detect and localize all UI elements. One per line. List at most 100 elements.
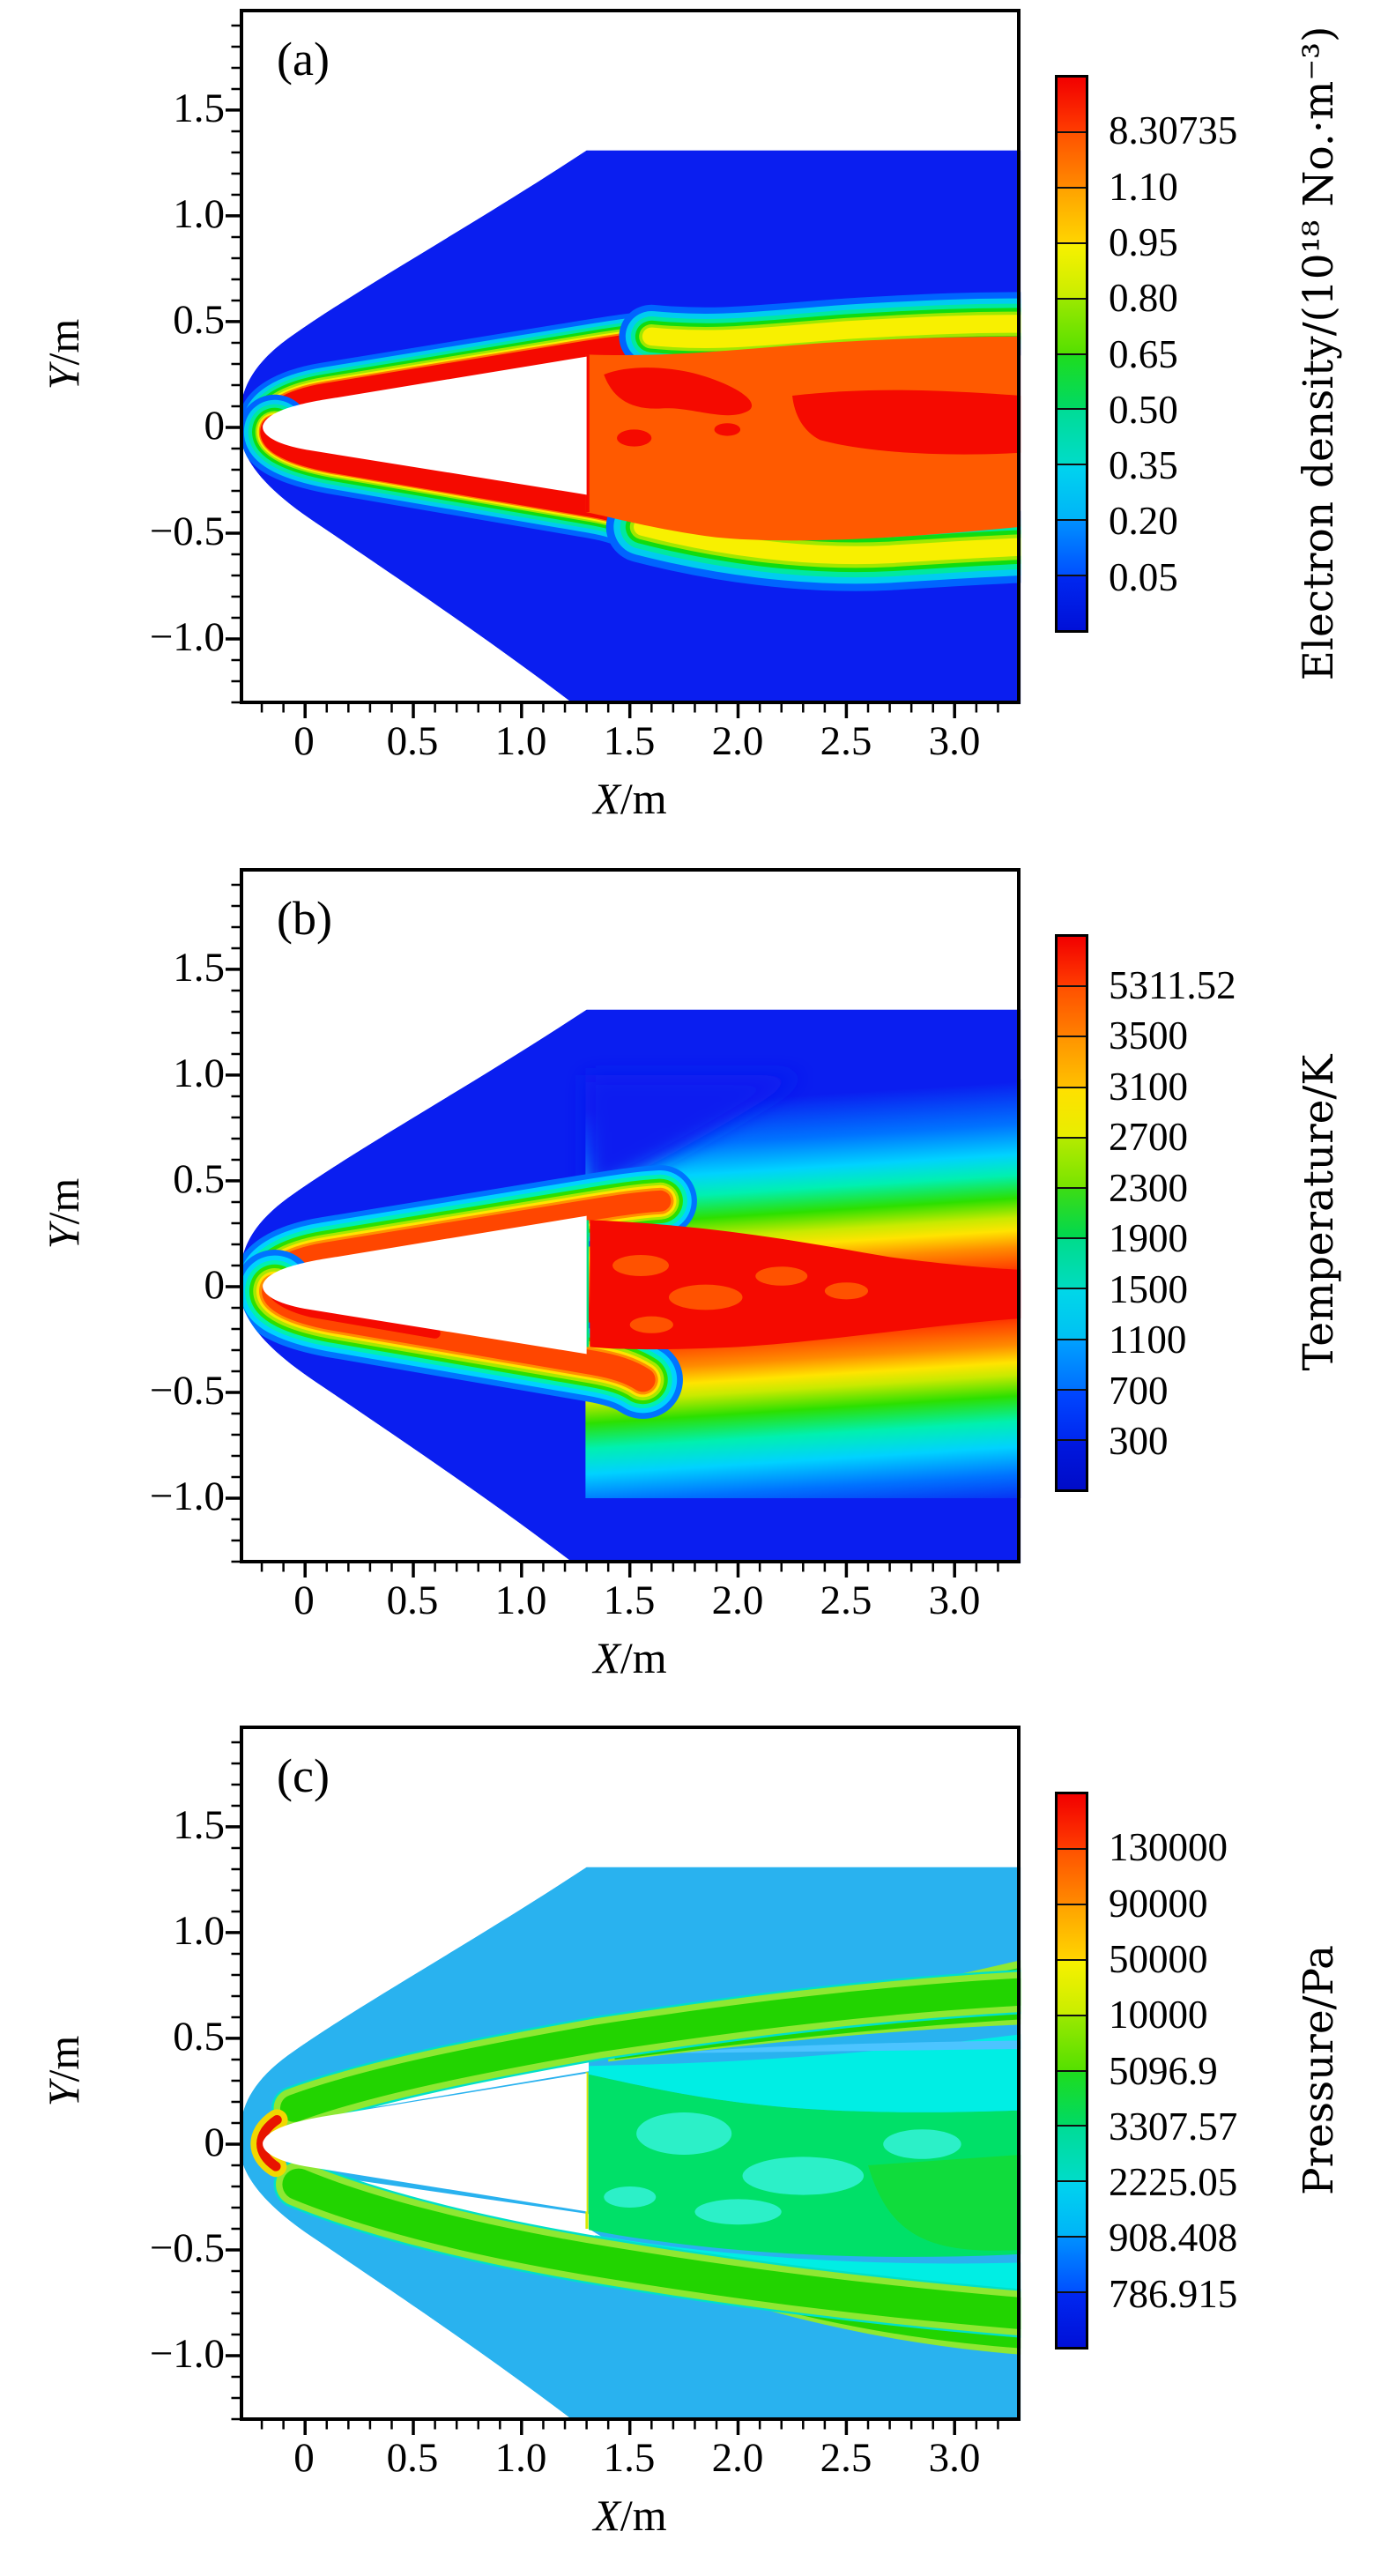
wake-cyan-band-upper [589,2034,1021,2112]
colorbar-band [1058,299,1086,355]
contour-plot-c [226,1726,1021,2435]
y-tick-label: −0.5 [149,509,225,554]
colorbar-band [1058,1440,1086,1490]
axis-ticks-b [226,883,999,1578]
x-tick-label: 1.5 [603,1578,656,1623]
x-tick-label: 2.5 [820,2435,872,2481]
colorbar-band [1058,2071,1086,2127]
colorbar-level-label: 1900 [1109,1216,1188,1261]
stagnation-red-arc [256,2115,282,2171]
x-tick-label: 0 [293,2435,315,2481]
y-tick-label: 1.0 [173,1908,225,1954]
colorbar-level-label: 0.50 [1109,387,1178,432]
plot-frame-c [240,1726,1021,2421]
colorbar-band [1058,188,1086,244]
x-tick-label: 0.5 [386,718,439,764]
colorbar-level-label: 0.05 [1109,554,1178,599]
x-axis-title-b: X/m [593,1633,667,1682]
x-tick-label: 2.0 [711,2435,764,2481]
plot-area-a [226,9,1021,718]
y-tick-label: 0 [204,2119,226,2165]
panel-electron-density: (a) X/m Y/m Electron density/(10¹⁸ No.·m… [0,0,1388,859]
colorbar-band [1058,521,1086,577]
colorbar-band [1058,1289,1086,1340]
y-tick-label: 1.5 [173,1802,225,1848]
panel-label-b: (b) [277,892,332,945]
colorbar-level-label: 1500 [1109,1266,1188,1311]
colorbar-band [1058,937,1086,988]
x-tick-label: 1.5 [603,2435,656,2481]
plot-frame-a [240,9,1021,704]
x-tick-label: 2.5 [820,1578,872,1623]
x-tick-label: 0 [293,718,315,764]
colorbar-band [1058,2182,1086,2238]
colorbar-level-label: 10000 [1109,1993,1208,2038]
colorbar-level-label: 5311.52 [1109,962,1236,1007]
colorbar-band [1058,1904,1086,1961]
colorbar-band [1058,1037,1086,1088]
x-tick-label: 2.0 [711,718,764,764]
colorbar-level-label: 1100 [1109,1318,1187,1362]
colorbar-band [1058,1088,1086,1139]
y-tick-label: 1.0 [173,191,225,237]
y-tick-label: 1.5 [173,85,225,131]
panel-temperature: (b) X/m Y/m Temperature/K 0 0.5 1.0 1.5 2.0 2… [0,859,1388,1719]
colorbar-level-label: 5096.9 [1109,2048,1218,2093]
x-tick-label: 1.0 [494,2435,547,2481]
colorbar-band [1058,1188,1086,1240]
y-tick-label: 1.0 [173,1050,225,1096]
y-tick-label: −0.5 [149,1368,225,1414]
colorbar-band [1058,1390,1086,1441]
wake-red-block-b [590,1220,1021,1350]
wake-red-core-a [792,390,1021,455]
colorbar-band [1058,2293,1086,2348]
colorbar-level-label: 908.408 [1109,2216,1238,2260]
colorbar-level-label: 0.80 [1109,276,1178,321]
colorbar-band [1058,1794,1086,1850]
x-tick-label: 2.0 [711,1578,764,1623]
x-tick-label: 2.5 [820,718,872,764]
colorbar-band [1058,132,1086,189]
colorbar-band [1058,987,1086,1038]
y-tick-label: 0.5 [173,1156,225,1202]
panel-label-c: (c) [277,1749,330,1802]
colorbar-level-label: 90000 [1109,1881,1208,1926]
vehicle-body-c [263,2073,587,2212]
colorbar-band [1058,1239,1086,1290]
x-tick-label: 1.0 [494,1578,547,1623]
colorbar-a [1055,75,1088,633]
colorbar-level-label: 0.20 [1109,499,1178,544]
x-tick-label: 1.5 [603,718,656,764]
colorbar-level-label: 2700 [1109,1115,1188,1160]
colorbar-level-label: 300 [1109,1419,1169,1464]
vehicle-body-a [263,356,587,495]
colorbar-band [1058,2127,1086,2183]
x-tick-label: 0.5 [386,2435,439,2481]
y-tick-label: −0.5 [149,2225,225,2271]
colorbar-level-label: 3307.57 [1109,2104,1238,2149]
colorbar-level-label: 786.915 [1109,2271,1238,2316]
axis-ticks-c [226,1741,999,2435]
colorbar-level-label: 0.65 [1109,331,1178,376]
y-tick-label: −1.0 [149,1474,225,1519]
panel-label-a: (a) [277,33,330,85]
y-tick-label: 0.5 [173,297,225,343]
x-tick-label: 0 [293,1578,315,1623]
colorbar-level-label: 8.30735 [1109,108,1238,153]
colorbar-band [1058,410,1086,466]
colorbar-level-label: 1.10 [1109,164,1178,209]
contour-plot-a [226,9,1021,718]
colorbar-c [1055,1792,1088,2350]
plot-area-b [226,868,1021,1578]
colorbar-band [1058,243,1086,300]
colorbar-band [1058,1340,1086,1391]
x-tick-label: 3.0 [928,1578,981,1623]
y-tick-label: −1.0 [149,2331,225,2377]
plot-frame-b [240,868,1021,1563]
plot-area-c [226,1726,1021,2435]
x-tick-label: 3.0 [928,2435,981,2481]
colorbar-band [1058,1960,1086,2016]
colorbar-level-label: 3100 [1109,1064,1188,1109]
colorbar-band [1058,2016,1086,2072]
colorbar-band [1058,2238,1086,2294]
